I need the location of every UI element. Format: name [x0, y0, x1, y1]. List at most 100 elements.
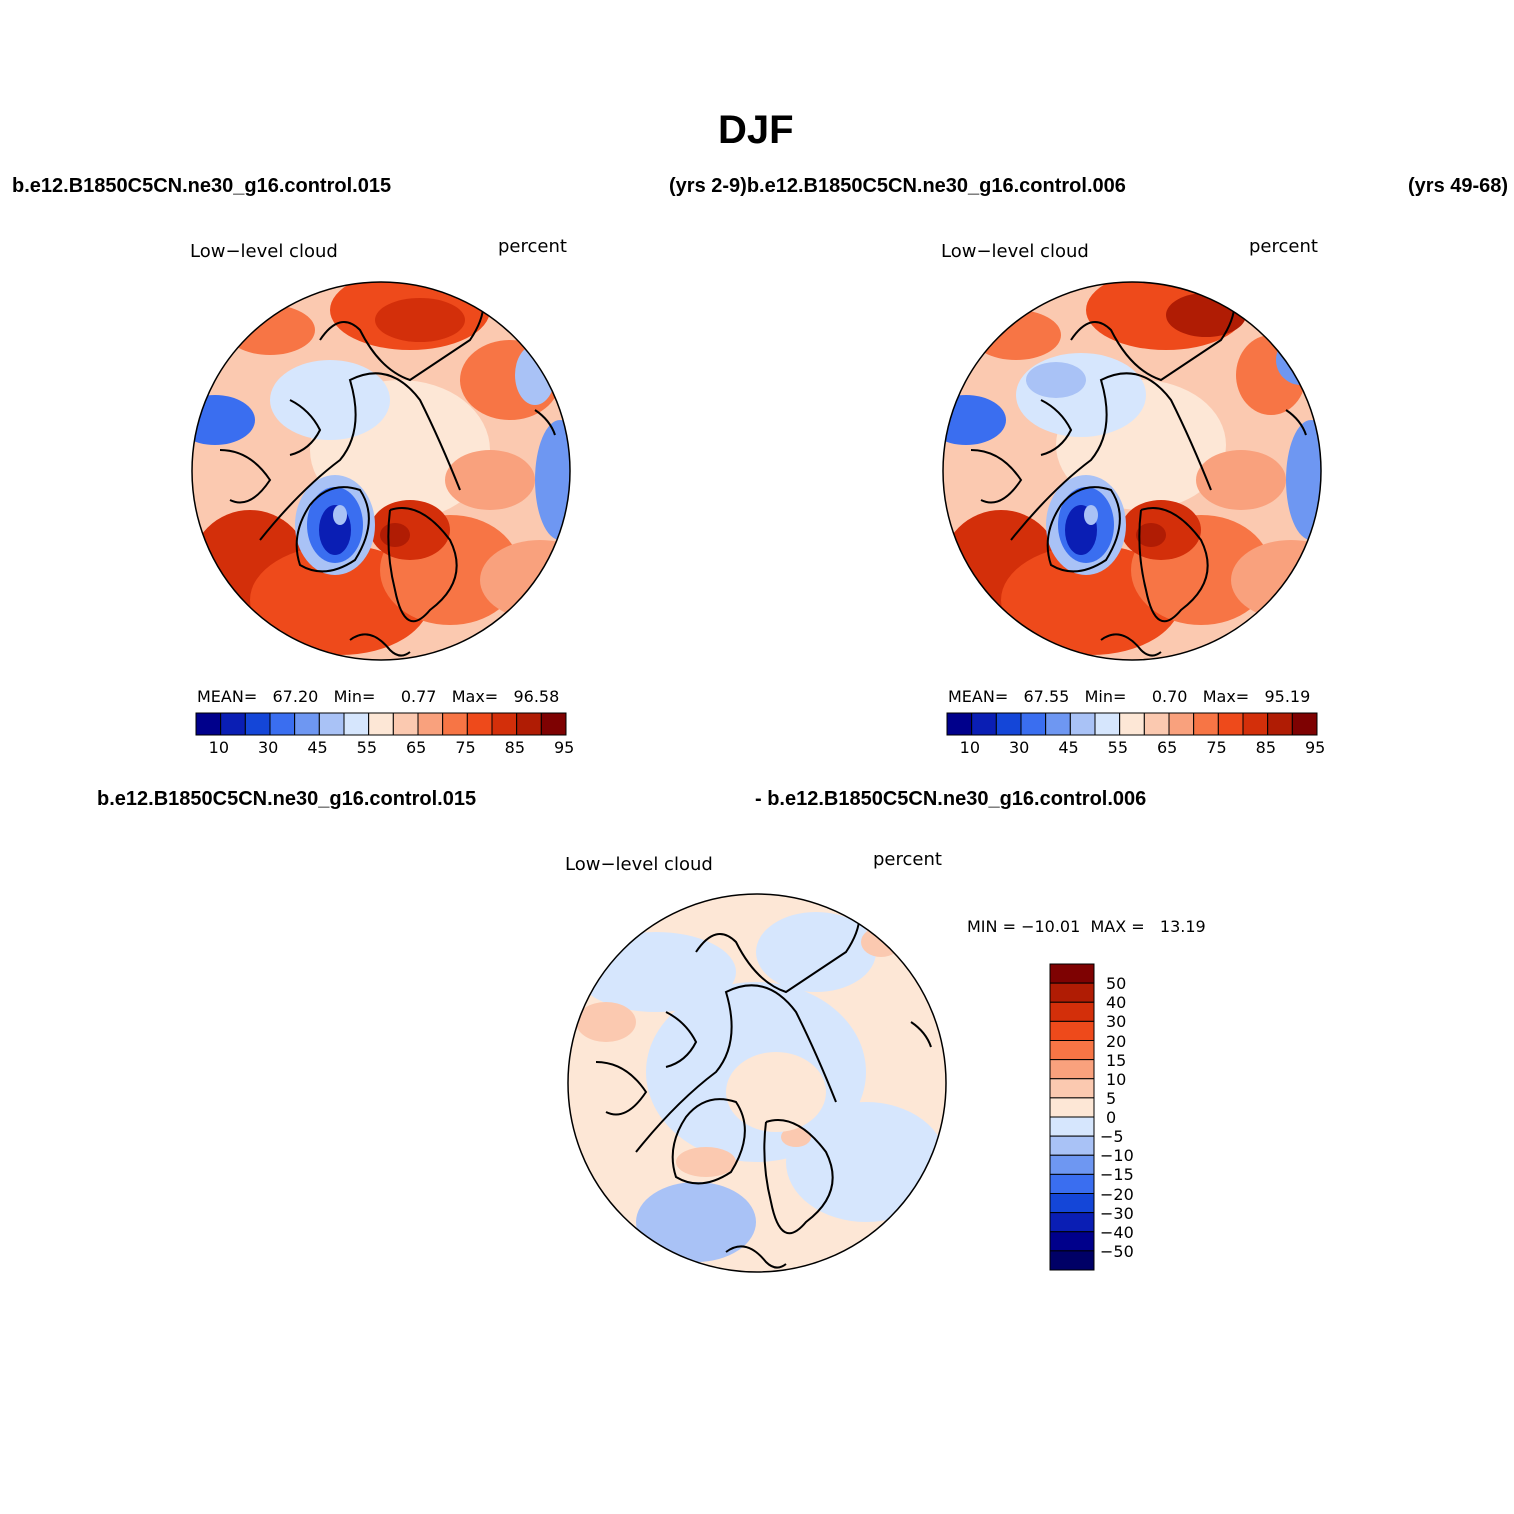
panel2-colorbar-tick-label: 30 [1009, 738, 1030, 757]
panel3-colorbar-tick-label: −40 [1100, 1222, 1134, 1242]
panel3-minmax: MIN = −10.01 MAX = 13.19 [967, 917, 1206, 936]
panel3-variable-label: Low−level cloud [565, 854, 713, 875]
panel1-mean-label: MEAN= [197, 687, 258, 706]
panel1-colorbar-box [516, 712, 542, 736]
figure-title: DJF [718, 108, 794, 152]
panel2-colorbar-box [1020, 712, 1047, 736]
top-right-years-label: (yrs 49-68) [1408, 175, 1509, 197]
panel1-colorbar-tick-label: 10 [208, 738, 230, 757]
panel2-colorbar-box [995, 712, 1022, 736]
panel1-max-label: Max= [451, 687, 499, 706]
diff-right-case-label: - b.e12.B1850C5CN.ne30_g16.control.006 [755, 788, 1147, 810]
panel2-min-label: Min= [1084, 687, 1127, 706]
panel2-colorbar-tick-label: 55 [1107, 738, 1129, 757]
panel3-colorbar-tick-label: 40 [1106, 993, 1127, 1013]
panel2-colorbar-tick-label: 10 [959, 738, 981, 757]
panel3-colorbar-tick-label: 30 [1106, 1012, 1127, 1032]
panel2-mean-value: 67.55 [1023, 687, 1070, 706]
panel1-colorbar-box [244, 712, 271, 736]
panel3-colorbar-box [1049, 1193, 1095, 1214]
panel3-colorbar-box [1049, 1231, 1095, 1252]
panel1-colorbar-box [220, 712, 246, 736]
panel3-colorbar-ticks: 50 40 30 20 15 10 5 0 −5 −10 −15 −20 −30 −40 −50 [1100, 964, 1160, 1270]
panel2-colorbar-box [1069, 712, 1096, 736]
panel3-colorbar-tick-label: 15 [1106, 1050, 1127, 1070]
panel1-colorbar-box [417, 712, 444, 736]
panel3-colorbar-box [1049, 1154, 1095, 1175]
panel2-variable-label: Low−level cloud [941, 241, 1089, 262]
panel1-mean-value: 67.20 [272, 687, 319, 706]
panel3-colorbar-box [1049, 1135, 1095, 1156]
panel2-colorbar-box [1168, 712, 1195, 736]
panel2-colorbar-box [1143, 712, 1170, 736]
panel2-colorbar-tick-label: 45 [1058, 738, 1079, 757]
panel3-colorbar-tick-label: −10 [1100, 1146, 1134, 1166]
top-left-case-label: b.e12.B1850C5CN.ne30_g16.control.015 [12, 175, 392, 197]
panel2-colorbar-tick-label: 95 [1305, 738, 1326, 757]
panel2-colorbar-box [1045, 712, 1071, 736]
panel1-max-value: 96.58 [513, 687, 560, 706]
panel1-colorbar-tick-label: 30 [258, 738, 279, 757]
panel3-colorbar-box [1049, 1020, 1095, 1041]
panel3-colorbar-box [1049, 1059, 1095, 1080]
panel2-colorbar-box [1193, 712, 1219, 736]
panel2-units-label: percent [1249, 236, 1318, 257]
panel2-colorbar-box [971, 712, 997, 736]
panel3-colorbar-tick-label: 0 [1106, 1108, 1117, 1127]
panel2-colorbar-box [1119, 712, 1145, 736]
panel2-colorbar-box [1267, 712, 1293, 736]
panel1-colorbar-box [491, 712, 518, 736]
panel3-colorbar [1049, 963, 1095, 1271]
panel3-colorbar-box [1049, 1173, 1095, 1194]
panel2-colorbar [946, 712, 1318, 736]
panel3-colorbar-box [1049, 1097, 1095, 1118]
panel2-stats: MEAN= 67.55 Min= 0.70 Max= 95.19 [948, 687, 1310, 706]
panel3-colorbar-tick-label: −50 [1100, 1241, 1134, 1261]
panel2-colorbar-ticks: 10 30 45 55 65 75 85 95 [947, 738, 1326, 758]
panel1-colorbar-box [540, 712, 567, 736]
panel1-colorbar-box [294, 712, 320, 736]
panel1-min-value: 0.77 [400, 687, 437, 706]
panel2-colorbar-box [1242, 712, 1269, 736]
panel1-colorbar-tick-label: 75 [455, 738, 476, 757]
panel2-max-label: Max= [1202, 687, 1250, 706]
panel3-colorbar-tick-label: 50 [1106, 974, 1127, 994]
panel3-colorbar-tick-label: 5 [1106, 1088, 1117, 1108]
panel2-colorbar-box [946, 712, 973, 736]
panel2-colorbar-box [1094, 712, 1121, 736]
panel1-units-label: percent [498, 236, 567, 257]
panel1-colorbar-box [195, 712, 222, 736]
panel1-colorbar-box [343, 712, 370, 736]
panel1-variable-label: Low−level cloud [190, 241, 338, 262]
panel3-colorbar-box [1049, 1001, 1095, 1022]
panel1-colorbar-tick-label: 45 [307, 738, 328, 757]
panel3-colorbar-tick-label: 20 [1106, 1031, 1127, 1051]
panel1-colorbar-box [318, 712, 345, 736]
panel1-colorbar-box [466, 712, 493, 736]
panel1-colorbar-box [269, 712, 296, 736]
panel3-colorbar-box [1049, 1250, 1095, 1271]
panel2-max-value: 95.19 [1264, 687, 1311, 706]
panel1-colorbar-tick-label: 85 [504, 738, 526, 757]
panel3-colorbar-box [1049, 1040, 1095, 1061]
top-middle-case-label: (yrs 2-9)b.e12.B1850C5CN.ne30_g16.contro… [669, 175, 1126, 197]
panel2-colorbar-tick-label: 75 [1206, 738, 1227, 757]
panel1-colorbar-tick-label: 65 [406, 738, 427, 757]
panel3-colorbar-tick-label: −5 [1100, 1127, 1124, 1147]
panel3-colorbar-box [1049, 1078, 1095, 1099]
diff-left-case-label: b.e12.B1850C5CN.ne30_g16.control.015 [97, 788, 477, 810]
panel1-colorbar-box [368, 712, 394, 736]
panel3-colorbar-box [1049, 963, 1095, 984]
panel2-colorbar-tick-label: 85 [1255, 738, 1277, 757]
panel1-polar-map [191, 281, 571, 661]
panel3-colorbar-tick-label: −30 [1100, 1203, 1134, 1223]
panel1-colorbar-tick-label: 95 [554, 738, 575, 757]
panel2-colorbar-box [1217, 712, 1244, 736]
panel3-units-label: percent [873, 849, 942, 870]
panel2-mean-label: MEAN= [948, 687, 1009, 706]
panel3-polar-map [567, 893, 947, 1273]
panel3-colorbar-box [1049, 1116, 1095, 1137]
panel3-colorbar-box [1049, 982, 1095, 1003]
panel1-min-label: Min= [333, 687, 376, 706]
panel2-colorbar-tick-label: 65 [1157, 738, 1178, 757]
